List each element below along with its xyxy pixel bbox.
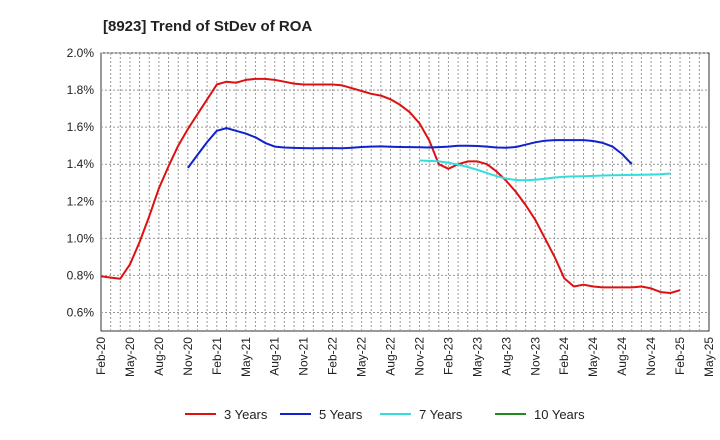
legend-label: 5 Years: [319, 407, 363, 422]
plot-area: [100, 52, 710, 332]
x-tick-label: Aug-20: [152, 337, 166, 376]
x-tick-label: May-23: [470, 337, 484, 377]
y-tick-label: 2.0%: [67, 46, 95, 60]
x-tick-label: Nov-23: [528, 337, 542, 376]
y-tick-label: 1.4%: [67, 157, 95, 171]
x-tick-label: May-24: [586, 337, 600, 377]
chart-title: [8923] Trend of StDev of ROA: [103, 18, 312, 35]
y-tick-label: 0.6%: [67, 305, 95, 319]
legend-label: 3 Years: [224, 407, 268, 422]
series-line: [419, 159, 671, 182]
x-tick-label: Aug-22: [384, 337, 398, 376]
x-tick-label: Aug-24: [615, 337, 629, 376]
x-tick-label: Nov-20: [181, 337, 195, 376]
x-tick-label: Aug-21: [268, 337, 282, 376]
x-tick-label: Feb-21: [210, 337, 224, 375]
y-tick-label: 1.6%: [67, 120, 95, 134]
grid: [101, 52, 709, 331]
y-tick-label: 0.8%: [67, 268, 95, 282]
x-tick-label: Feb-23: [441, 337, 455, 375]
x-tick-label: Nov-21: [297, 337, 311, 376]
x-tick-label: May-22: [355, 337, 369, 377]
y-tick-label: 1.2%: [67, 194, 95, 208]
y-tick-label: 1.0%: [67, 231, 95, 245]
x-tick-label: May-21: [239, 337, 253, 377]
legend: 3 Years 5 Years 7 Years 10 Years: [185, 407, 585, 422]
series-line: [100, 77, 681, 294]
series-line: [187, 127, 633, 169]
x-tick-label: Feb-22: [326, 337, 340, 375]
y-tick-label: 1.8%: [67, 83, 95, 97]
x-tick-label: Feb-25: [673, 337, 687, 375]
legend-label: 10 Years: [534, 407, 585, 422]
x-tick-label: Aug-23: [499, 337, 513, 376]
x-tick-label: Feb-20: [94, 337, 108, 375]
y-axis-ticks: 0.6% 0.8% 1.0% 1.2% 1.4% 1.6% 1.8% 2.0%: [67, 46, 95, 319]
x-tick-label: Nov-24: [644, 337, 658, 376]
x-tick-label: May-25: [702, 337, 716, 377]
x-tick-label: Feb-24: [557, 337, 571, 375]
x-axis-ticks: Feb-20 May-20 Aug-20 Nov-20 Feb-21 May-21 Aug-…: [94, 337, 716, 377]
x-tick-label: Nov-22: [412, 337, 426, 376]
x-tick-label: May-20: [123, 337, 137, 377]
series-lines: [100, 77, 681, 294]
legend-label: 7 Years: [419, 407, 463, 422]
